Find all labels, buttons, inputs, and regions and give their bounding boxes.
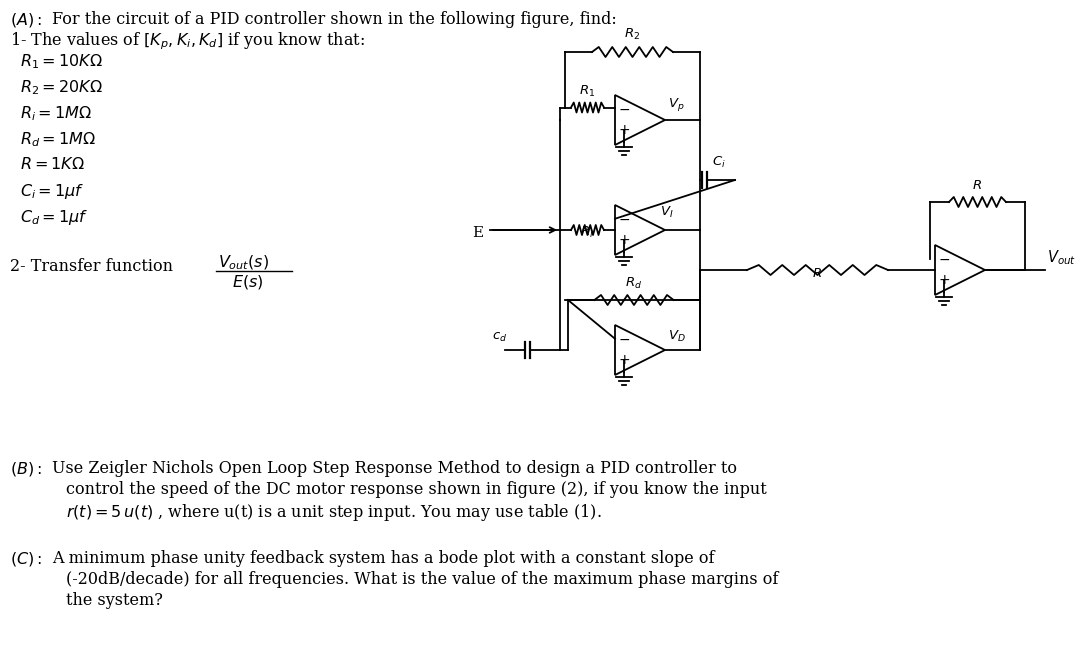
Text: the system?: the system? xyxy=(66,592,163,609)
Text: $V_D$: $V_D$ xyxy=(668,329,686,344)
Text: −: − xyxy=(618,213,630,227)
Text: $R_d$: $R_d$ xyxy=(625,276,642,291)
Text: +: + xyxy=(618,233,630,247)
Text: A minimum phase unity feedback system has a bode plot with a constant slope of: A minimum phase unity feedback system ha… xyxy=(52,550,715,567)
Text: −: − xyxy=(938,253,950,267)
Text: $R_2 = 20K\Omega$: $R_2 = 20K\Omega$ xyxy=(20,78,102,96)
Text: +: + xyxy=(618,123,630,137)
Text: $C_i$: $C_i$ xyxy=(711,155,725,170)
Text: $R_d = 1M\Omega$: $R_d = 1M\Omega$ xyxy=(20,130,96,149)
Text: $(A):$: $(A):$ xyxy=(10,11,42,29)
Text: $(C):$: $(C):$ xyxy=(10,550,42,568)
Text: $C_i = 1\mu f$: $C_i = 1\mu f$ xyxy=(20,182,84,201)
Text: +: + xyxy=(938,273,950,287)
Text: +: + xyxy=(618,353,630,367)
Text: −: − xyxy=(618,333,630,347)
Text: (-20dB/decade) for all frequencies. What is the value of the maximum phase margi: (-20dB/decade) for all frequencies. What… xyxy=(66,571,778,588)
Text: $C_d = 1\mu f$: $C_d = 1\mu f$ xyxy=(20,208,88,227)
Text: $R_2$: $R_2$ xyxy=(624,27,640,42)
Text: $R$: $R$ xyxy=(972,179,982,192)
Text: $R_1$: $R_1$ xyxy=(579,83,595,98)
Text: For the circuit of a PID controller shown in the following figure, find:: For the circuit of a PID controller show… xyxy=(52,11,617,28)
Text: $r(t) = 5\,u(t)$ , where u(t) is a unit step input. You may use table (1).: $r(t) = 5\,u(t)$ , where u(t) is a unit … xyxy=(66,502,602,523)
Text: $R_i$: $R_i$ xyxy=(580,225,594,240)
Text: Use Zeigler Nichols Open Loop Step Response Method to design a PID controller to: Use Zeigler Nichols Open Loop Step Respo… xyxy=(52,460,737,477)
Text: $V_I$: $V_I$ xyxy=(660,205,674,220)
Text: $V_p$: $V_p$ xyxy=(668,96,685,113)
Text: $V_{out}(s)$: $V_{out}(s)$ xyxy=(218,254,270,272)
Text: E: E xyxy=(472,226,483,240)
Text: 2- Transfer function: 2- Transfer function xyxy=(10,258,172,275)
Text: 1- The values of $[K_p,K_i, K_d]$ if you know that:: 1- The values of $[K_p,K_i, K_d]$ if you… xyxy=(10,30,364,52)
Text: $R = 1K\Omega$: $R = 1K\Omega$ xyxy=(20,156,85,173)
Text: $(B):$: $(B):$ xyxy=(10,460,42,478)
Text: $c_d$: $c_d$ xyxy=(493,331,508,344)
Text: $R_i = 1M\Omega$: $R_i = 1M\Omega$ xyxy=(20,104,92,123)
Text: $E(s)$: $E(s)$ xyxy=(232,273,264,291)
Text: $R$: $R$ xyxy=(812,267,823,280)
Text: $V_{out}$: $V_{out}$ xyxy=(1047,248,1076,267)
Text: $R_1 = 10K\Omega$: $R_1 = 10K\Omega$ xyxy=(20,52,102,71)
Text: −: − xyxy=(618,103,630,117)
Text: control the speed of the DC motor response shown in figure (2), if you know the : control the speed of the DC motor respon… xyxy=(66,481,766,498)
